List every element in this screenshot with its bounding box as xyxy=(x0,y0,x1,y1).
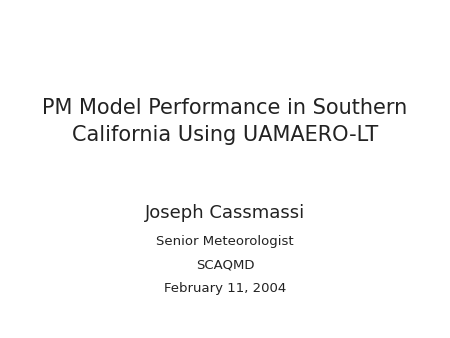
Text: SCAQMD: SCAQMD xyxy=(196,259,254,272)
Text: Senior Meteorologist: Senior Meteorologist xyxy=(156,235,294,248)
Text: PM Model Performance in Southern
California Using UAMAERO-LT: PM Model Performance in Southern Califor… xyxy=(42,98,408,145)
Text: February 11, 2004: February 11, 2004 xyxy=(164,283,286,295)
Text: Joseph Cassmassi: Joseph Cassmassi xyxy=(145,204,305,222)
